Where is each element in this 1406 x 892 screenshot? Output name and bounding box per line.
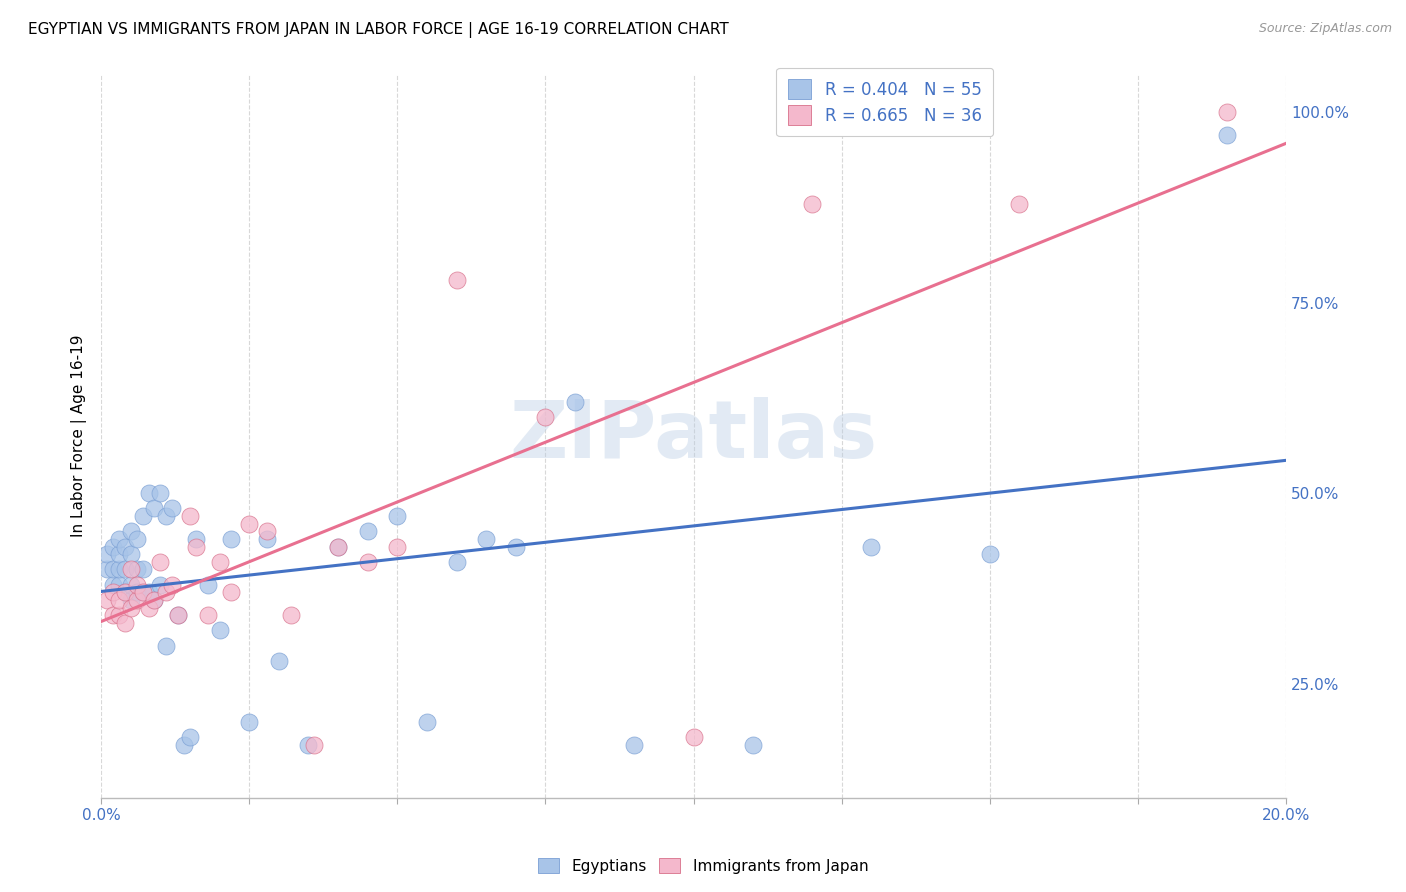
Point bbox=[108, 593, 131, 607]
Point bbox=[475, 532, 498, 546]
Point bbox=[741, 738, 763, 752]
Point bbox=[297, 738, 319, 752]
Point bbox=[149, 577, 172, 591]
Point bbox=[131, 562, 153, 576]
Point bbox=[114, 562, 136, 576]
Point bbox=[143, 593, 166, 607]
Point bbox=[131, 585, 153, 599]
Legend: Egyptians, Immigrants from Japan: Egyptians, Immigrants from Japan bbox=[531, 852, 875, 880]
Point bbox=[120, 547, 142, 561]
Y-axis label: In Labor Force | Age 16-19: In Labor Force | Age 16-19 bbox=[72, 334, 87, 537]
Point bbox=[267, 654, 290, 668]
Point bbox=[120, 600, 142, 615]
Point bbox=[623, 738, 645, 752]
Text: EGYPTIAN VS IMMIGRANTS FROM JAPAN IN LABOR FORCE | AGE 16-19 CORRELATION CHART: EGYPTIAN VS IMMIGRANTS FROM JAPAN IN LAB… bbox=[28, 22, 728, 38]
Point bbox=[256, 532, 278, 546]
Point bbox=[120, 562, 142, 576]
Point bbox=[125, 562, 148, 576]
Point bbox=[167, 608, 190, 623]
Point bbox=[179, 730, 201, 744]
Point bbox=[505, 540, 527, 554]
Point bbox=[125, 593, 148, 607]
Point bbox=[96, 547, 118, 561]
Point bbox=[101, 577, 124, 591]
Point bbox=[326, 540, 349, 554]
Point bbox=[167, 608, 190, 623]
Point bbox=[326, 540, 349, 554]
Point bbox=[256, 524, 278, 539]
Point bbox=[416, 714, 439, 729]
Point bbox=[238, 714, 260, 729]
Point bbox=[238, 516, 260, 531]
Point bbox=[979, 547, 1001, 561]
Point bbox=[108, 547, 131, 561]
Point bbox=[446, 273, 468, 287]
Point bbox=[108, 532, 131, 546]
Point bbox=[446, 555, 468, 569]
Point bbox=[179, 509, 201, 524]
Point bbox=[682, 730, 704, 744]
Point bbox=[131, 585, 153, 599]
Point bbox=[108, 608, 131, 623]
Point bbox=[197, 577, 219, 591]
Point bbox=[1008, 196, 1031, 211]
Point bbox=[138, 600, 160, 615]
Point bbox=[173, 738, 195, 752]
Point bbox=[96, 562, 118, 576]
Point bbox=[155, 509, 177, 524]
Point bbox=[131, 509, 153, 524]
Legend: R = 0.404   N = 55, R = 0.665   N = 36: R = 0.404 N = 55, R = 0.665 N = 36 bbox=[776, 68, 993, 136]
Point bbox=[138, 585, 160, 599]
Point bbox=[221, 532, 243, 546]
Point bbox=[184, 532, 207, 546]
Point bbox=[1215, 105, 1237, 120]
Point bbox=[114, 540, 136, 554]
Point bbox=[155, 639, 177, 653]
Point bbox=[208, 555, 231, 569]
Point bbox=[114, 585, 136, 599]
Point bbox=[125, 585, 148, 599]
Point bbox=[120, 593, 142, 607]
Point bbox=[801, 196, 824, 211]
Point bbox=[125, 577, 148, 591]
Point bbox=[564, 394, 586, 409]
Point bbox=[304, 738, 326, 752]
Point bbox=[155, 585, 177, 599]
Point bbox=[120, 524, 142, 539]
Point bbox=[1215, 128, 1237, 142]
Point bbox=[108, 577, 131, 591]
Point bbox=[143, 593, 166, 607]
Point bbox=[357, 524, 380, 539]
Point bbox=[149, 555, 172, 569]
Point bbox=[387, 540, 409, 554]
Point bbox=[96, 593, 118, 607]
Point bbox=[160, 577, 183, 591]
Text: Source: ZipAtlas.com: Source: ZipAtlas.com bbox=[1258, 22, 1392, 36]
Point bbox=[101, 562, 124, 576]
Point bbox=[197, 608, 219, 623]
Point bbox=[114, 585, 136, 599]
Point bbox=[208, 624, 231, 638]
Point bbox=[160, 501, 183, 516]
Point bbox=[534, 409, 557, 424]
Point bbox=[387, 509, 409, 524]
Point bbox=[114, 615, 136, 630]
Point bbox=[184, 540, 207, 554]
Point bbox=[125, 532, 148, 546]
Point bbox=[221, 585, 243, 599]
Text: ZIPatlas: ZIPatlas bbox=[509, 397, 877, 475]
Point bbox=[143, 501, 166, 516]
Point bbox=[138, 486, 160, 500]
Point bbox=[101, 540, 124, 554]
Point bbox=[120, 577, 142, 591]
Point bbox=[357, 555, 380, 569]
Point bbox=[101, 608, 124, 623]
Point bbox=[101, 585, 124, 599]
Point bbox=[149, 486, 172, 500]
Point bbox=[280, 608, 302, 623]
Point bbox=[108, 562, 131, 576]
Point bbox=[860, 540, 883, 554]
